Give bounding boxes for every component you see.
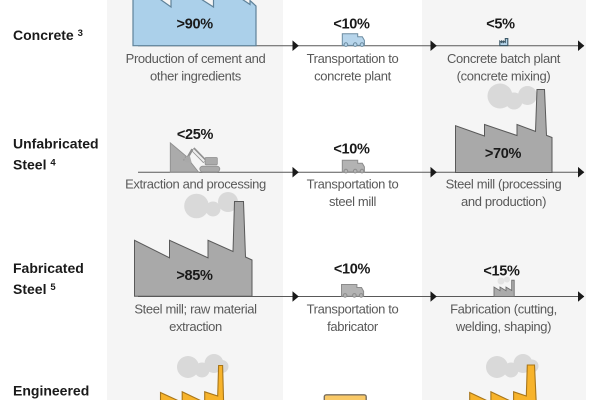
svg-text:<10%: <10% [333,17,370,33]
svg-text:Steel mill (processing: Steel mill (processing [446,177,562,192]
svg-text:Steel 5: Steel 5 [13,281,56,297]
svg-text:Concrete 3: Concrete 3 [13,27,83,43]
svg-text:Transportation to: Transportation to [307,177,399,192]
svg-text:fabricator: fabricator [327,319,379,334]
svg-text:Transportation to: Transportation to [307,51,399,66]
svg-text:Steel 4: Steel 4 [13,157,56,173]
svg-text:Transportation to: Transportation to [307,302,399,317]
svg-text:Fabrication (cutting,: Fabrication (cutting, [450,302,557,317]
svg-text:<25%: <25% [177,127,214,143]
svg-text:other ingredients: other ingredients [150,69,242,84]
svg-text:<10%: <10% [334,262,371,278]
svg-text:welding, shaping): welding, shaping) [455,319,551,334]
svg-text:>90%: >90% [177,17,214,33]
svg-text:Fabricated: Fabricated [13,260,84,276]
svg-text:<15%: <15% [483,264,520,280]
svg-text:>70%: >70% [485,146,522,162]
svg-text:Engineered: Engineered [13,383,89,399]
svg-text:concrete plant: concrete plant [314,69,392,84]
svg-text:<5%: <5% [486,17,515,33]
svg-text:steel mill: steel mill [329,194,377,209]
svg-text:Steel mill; raw material: Steel mill; raw material [134,302,257,317]
svg-text:>85%: >85% [176,268,213,284]
svg-text:Production of cement and: Production of cement and [126,51,266,66]
svg-text:Concrete batch plant: Concrete batch plant [447,51,561,66]
svg-text:Extraction and processing: Extraction and processing [125,177,266,192]
svg-text:<10%: <10% [333,142,370,158]
svg-text:(concrete mixing): (concrete mixing) [457,69,551,84]
svg-text:and production): and production) [461,194,546,209]
svg-text:extraction: extraction [169,319,222,334]
svg-text:Unfabricated: Unfabricated [13,136,99,152]
